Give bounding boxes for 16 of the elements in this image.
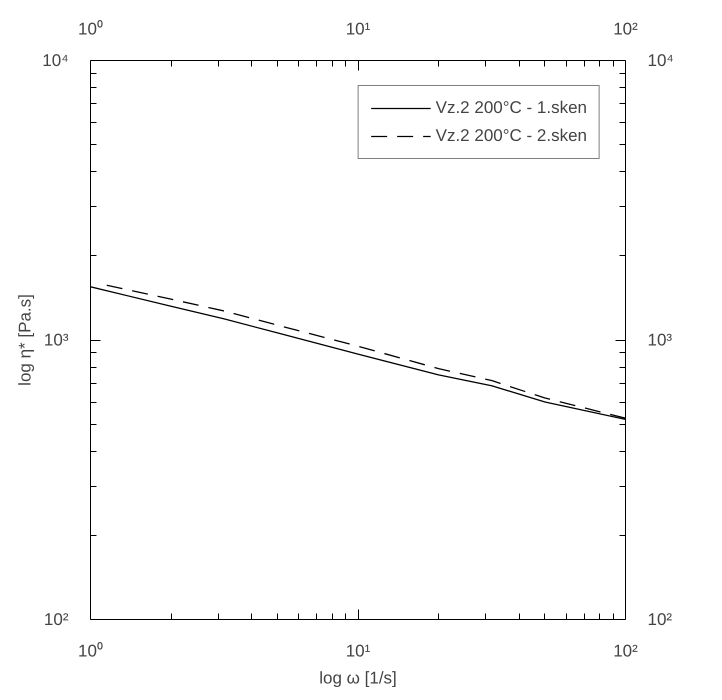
- y-tick-label: 10²: [648, 610, 672, 629]
- text: 10²: [44, 610, 69, 629]
- y-tick-label: 10⁴: [648, 51, 674, 70]
- y-tick-label: 10³: [648, 330, 672, 350]
- text: 10⁰: [78, 20, 103, 38]
- y-axis-title: log η* [Pa.s]: [15, 294, 34, 386]
- text: 10¹: [346, 20, 370, 38]
- text: 10³: [44, 330, 69, 350]
- x-tick-label: 10¹: [346, 642, 371, 660]
- legend-label: Vz.2 200°C - 2.sken: [436, 126, 587, 146]
- x-tick-label: 10⁰: [78, 642, 103, 660]
- text: 10⁴: [42, 51, 69, 70]
- text: 10²: [613, 20, 638, 38]
- x-axis-title: log ω [1/s]: [319, 668, 397, 688]
- x-tick-label: 10²: [613, 642, 638, 660]
- legend-label: Vz.2 200°C - 1.sken: [436, 98, 587, 118]
